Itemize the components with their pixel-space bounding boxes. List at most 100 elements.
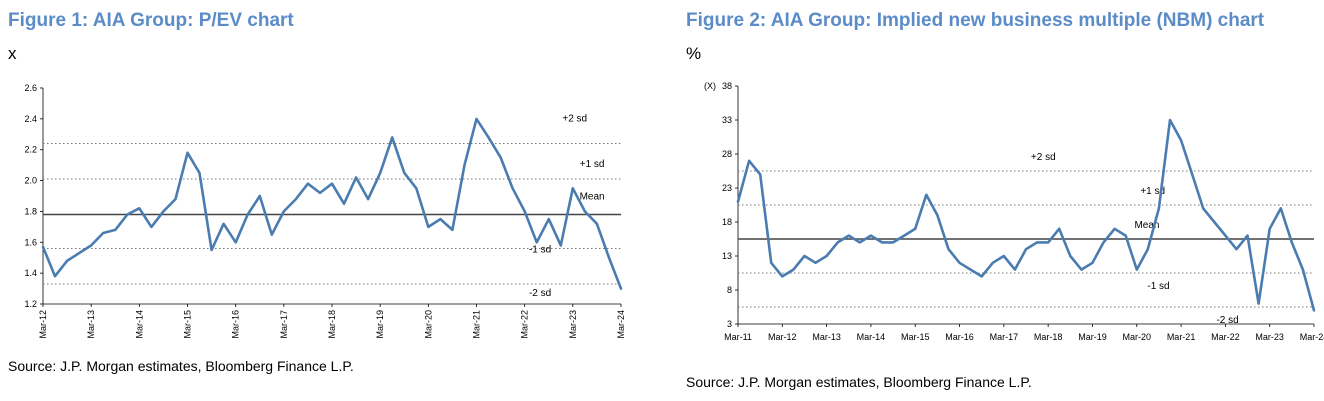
data-point (126, 213, 129, 216)
data-point (415, 187, 418, 190)
data-point (307, 182, 309, 185)
x-tick-label: Mar-14 (134, 310, 144, 339)
data-point (1058, 228, 1061, 230)
data-point (270, 233, 273, 236)
data-point (451, 229, 454, 231)
data-point (535, 241, 538, 244)
data-point (1102, 241, 1105, 244)
y-tick-label: 38 (722, 81, 732, 91)
y-tick-label: 1.4 (24, 268, 37, 278)
data-point (391, 136, 394, 139)
y-tick-label: 3 (727, 319, 732, 329)
data-point (1158, 207, 1160, 210)
data-point (1313, 309, 1315, 312)
data-point (781, 275, 784, 278)
data-point (1014, 268, 1016, 271)
data-point (1268, 228, 1271, 230)
data-point (737, 200, 739, 203)
data-point (1246, 234, 1249, 237)
ref-label: -2 sd (529, 288, 551, 299)
data-point (114, 229, 117, 231)
x-tick-label: Mar-15 (183, 310, 193, 339)
data-point (825, 255, 828, 257)
x-tick-label: Mar-21 (472, 310, 482, 339)
data-point (102, 232, 105, 234)
y-tick-label: 1.8 (24, 206, 37, 216)
x-tick-label: Mar-20 (423, 310, 433, 339)
x-tick-label: Mar-17 (279, 310, 289, 339)
y-tick-label: 2.6 (24, 83, 37, 93)
y-tick-label: 1.2 (24, 299, 37, 309)
x-tick-label: Mar-16 (945, 332, 974, 342)
x-tick-label: Mar-20 (1123, 332, 1152, 342)
data-point (1279, 207, 1282, 210)
data-point (1047, 241, 1049, 244)
data-point (1291, 241, 1293, 244)
data-point (1302, 268, 1304, 271)
data-point (198, 172, 201, 174)
figure-1-title: Figure 1: AIA Group: P/EV chart (8, 10, 294, 31)
data-point (892, 241, 894, 244)
x-tick-label: Mar-23 (1255, 332, 1284, 342)
data-point (379, 172, 381, 174)
figure-2-source: Source: J.P. Morgan estimates, Bloomberg… (686, 374, 1032, 390)
data-point (319, 192, 321, 194)
x-tick-label: Mar-13 (86, 310, 96, 339)
data-point (427, 226, 430, 228)
x-tick-label: Mar-24 (616, 310, 626, 339)
y-tick-label: 23 (722, 183, 732, 193)
data-point (475, 118, 478, 120)
data-point (499, 156, 502, 159)
data-point (1224, 234, 1227, 237)
y-tick-label: 8 (727, 285, 732, 295)
data-point (608, 256, 610, 259)
y-tick-label: 2.4 (24, 114, 37, 124)
data-point (969, 268, 972, 271)
data-point (138, 207, 141, 210)
data-point (1169, 119, 1171, 121)
data-point (343, 202, 345, 205)
data-point (246, 213, 249, 216)
ref-label: +1 sd (580, 159, 605, 170)
data-point (210, 249, 213, 251)
data-point (1191, 173, 1193, 176)
data-point (439, 218, 442, 220)
data-point (792, 268, 795, 271)
data-point (1180, 139, 1182, 142)
data-point (936, 214, 939, 216)
y-tick-label: 18 (722, 217, 732, 227)
data-point (186, 152, 189, 154)
data-point (1202, 207, 1205, 210)
data-point (1080, 268, 1083, 271)
data-point (759, 173, 761, 176)
data-point (403, 172, 406, 174)
data-point (620, 287, 622, 290)
data-point (1235, 248, 1238, 250)
ref-label: Mean (580, 192, 605, 203)
data-point (1113, 228, 1116, 230)
data-point (748, 160, 750, 162)
y-tick-label: 28 (722, 149, 732, 159)
data-point (54, 275, 56, 278)
data-point (947, 248, 950, 250)
y-unit-label: (X) (704, 81, 716, 91)
figure-1-unit: x (8, 44, 17, 63)
data-point (78, 252, 80, 254)
ref-label: -1 sd (1147, 281, 1169, 292)
data-point (234, 241, 237, 244)
data-point (222, 222, 225, 225)
data-point (572, 187, 574, 190)
data-point (991, 262, 994, 264)
x-tick-label: Mar-19 (375, 310, 385, 339)
x-tick-label: Mar-16 (231, 310, 241, 339)
pev-chart: 1.2 1.4 1.6 1.8 2.0 2.2 2.4 2.6 Mar-12 Mar-13 Mar-… (24, 83, 626, 339)
data-point (295, 198, 297, 200)
series-line (736, 118, 1316, 312)
data-point (258, 195, 261, 197)
data-point (367, 198, 369, 200)
data-point (162, 210, 165, 213)
data-point (836, 241, 839, 244)
data-point (1025, 248, 1027, 250)
ref-label: Mean (1134, 220, 1159, 231)
data-point (1213, 221, 1216, 223)
